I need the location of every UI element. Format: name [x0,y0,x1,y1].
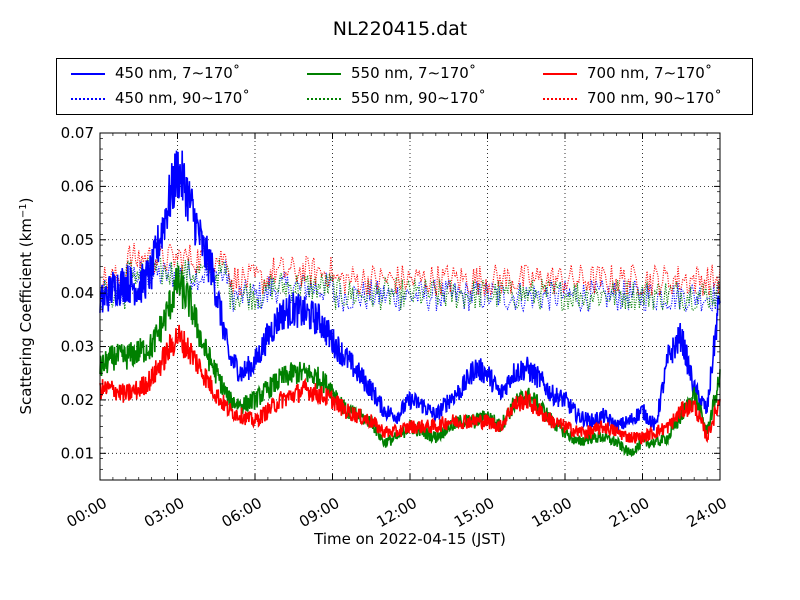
y-axis-label-exponent: −1 [18,203,29,218]
series-line-solid [99,324,721,445]
legend-label: 700 nm, 7∼170˚ [587,64,713,82]
x-tick-label: 03:00 [141,494,187,531]
legend-swatch [71,98,105,100]
y-tick-label: 0.06 [61,177,94,195]
legend-swatch [307,73,341,75]
y-axis-label-close: ) [17,197,35,203]
y-tick-label: 0.01 [61,444,94,462]
legend: 450 nm, 7∼170˚ 450 nm, 90∼170˚ 550 nm, 7… [56,58,753,115]
legend-label: 450 nm, 7∼170˚ [115,64,241,82]
legend-label: 700 nm, 90∼170˚ [587,89,722,107]
chart-title: NL220415.dat [332,18,468,40]
series-line-solid [99,150,721,434]
y-axis-label-main: Scattering Coefficient (km [17,218,35,414]
y-tick-label: 0.05 [61,231,94,249]
x-tick-label: 24:00 [684,494,730,531]
legend-swatch [71,73,105,75]
x-tick-label: 06:00 [219,494,265,531]
x-tick-label: 21:00 [606,494,652,531]
x-tick-label: 09:00 [296,494,342,531]
y-tick-label: 0.04 [61,284,94,302]
y-axis-label: Scattering Coefficient (km−1) [17,197,35,414]
legend-swatch [543,98,577,100]
x-tick-label: 15:00 [451,494,497,531]
legend-swatch [307,98,341,100]
axis-ticks: 00:00 03:00 06:00 09:00 12:00 15:00 18:00 21:00… [61,124,730,531]
series-line-dotted [99,257,721,312]
y-tick-label: 0.03 [61,338,94,356]
series-layer [99,150,721,458]
series-line-dotted [99,259,721,314]
x-tick-label: 00:00 [64,494,110,531]
series-line-solid [99,265,721,458]
y-tick-label: 0.07 [61,124,94,142]
legend-label: 450 nm, 90∼170˚ [115,89,250,107]
series-line-dotted [99,241,721,297]
legend-swatch [543,73,577,75]
plot-frame [99,132,721,481]
y-tick-label: 0.02 [61,391,94,409]
legend-label: 550 nm, 90∼170˚ [351,89,486,107]
x-tick-label: 18:00 [529,494,575,531]
legend-label: 550 nm, 7∼170˚ [351,64,477,82]
x-tick-label: 12:00 [374,494,420,531]
gridlines [100,132,720,480]
x-axis-label: Time on 2022-04-15 (JST) [313,530,506,548]
